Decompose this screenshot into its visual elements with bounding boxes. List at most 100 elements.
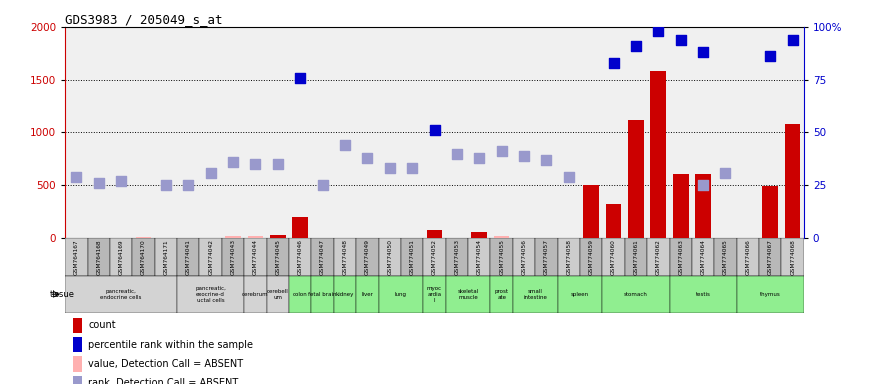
Text: tissue: tissue <box>50 290 75 299</box>
Point <box>428 127 441 134</box>
Bar <box>155 238 177 276</box>
Text: GSM774049: GSM774049 <box>365 239 370 275</box>
Bar <box>88 238 110 276</box>
Text: GSM774063: GSM774063 <box>678 239 683 275</box>
Point <box>361 155 375 161</box>
Point <box>607 60 620 66</box>
Point <box>226 159 240 165</box>
Text: GDS3983 / 205049_s_at: GDS3983 / 205049_s_at <box>65 13 222 26</box>
Bar <box>292 217 308 238</box>
Point <box>652 28 666 34</box>
Bar <box>311 238 334 276</box>
Text: GSM764167: GSM764167 <box>74 239 79 275</box>
Bar <box>628 120 644 238</box>
Bar <box>244 276 267 313</box>
Text: pancreatic,
endocrine cells: pancreatic, endocrine cells <box>101 289 142 300</box>
Text: rank, Detection Call = ABSENT: rank, Detection Call = ABSENT <box>88 378 238 384</box>
Text: GSM774048: GSM774048 <box>342 239 348 275</box>
Point <box>315 182 329 188</box>
Text: GSM774041: GSM774041 <box>186 239 191 275</box>
Bar <box>759 238 781 276</box>
Bar <box>72 318 83 333</box>
Point <box>114 178 128 184</box>
Text: GSM774052: GSM774052 <box>432 239 437 275</box>
Bar <box>606 204 621 238</box>
Bar <box>379 276 423 313</box>
Bar <box>65 276 177 313</box>
Text: GSM774042: GSM774042 <box>209 239 213 275</box>
Bar <box>625 238 647 276</box>
Bar <box>177 276 244 313</box>
Text: count: count <box>88 320 116 330</box>
Text: myoc
ardia
l: myoc ardia l <box>427 286 442 303</box>
Bar <box>695 174 711 238</box>
Bar <box>177 238 200 276</box>
Point <box>719 170 733 176</box>
Bar <box>200 238 222 276</box>
Text: GSM774059: GSM774059 <box>588 239 594 275</box>
Bar <box>225 237 241 238</box>
Text: GSM774056: GSM774056 <box>521 239 527 275</box>
Bar <box>468 238 490 276</box>
Point <box>494 149 508 155</box>
Bar <box>580 238 602 276</box>
Text: GSM774053: GSM774053 <box>454 239 460 275</box>
Bar <box>379 238 401 276</box>
Bar <box>494 237 509 238</box>
Bar <box>535 238 558 276</box>
Point <box>338 142 352 148</box>
Bar <box>651 71 667 238</box>
Bar <box>602 276 669 313</box>
Bar <box>673 174 688 238</box>
Bar <box>513 238 535 276</box>
Text: spleen: spleen <box>571 292 589 297</box>
Bar <box>110 238 132 276</box>
Bar <box>446 276 490 313</box>
Bar <box>471 232 488 238</box>
Bar <box>222 238 244 276</box>
Bar <box>737 238 759 276</box>
Text: GSM774065: GSM774065 <box>723 239 728 275</box>
Bar <box>289 276 311 313</box>
Bar <box>267 238 289 276</box>
Text: testis: testis <box>696 292 711 297</box>
Bar <box>692 238 714 276</box>
Text: GSM774045: GSM774045 <box>275 239 281 275</box>
Bar <box>781 238 804 276</box>
Text: GSM774050: GSM774050 <box>388 239 392 275</box>
Bar <box>72 356 83 372</box>
Point <box>450 151 464 157</box>
Bar <box>558 276 602 313</box>
Bar <box>132 238 155 276</box>
Bar <box>583 185 599 238</box>
Text: skeletal
muscle: skeletal muscle <box>457 289 479 300</box>
Text: GSM774066: GSM774066 <box>746 239 750 275</box>
Point <box>786 36 799 43</box>
Text: lung: lung <box>395 292 407 297</box>
Point <box>271 161 285 167</box>
Text: percentile rank within the sample: percentile rank within the sample <box>88 339 253 349</box>
Bar <box>334 276 356 313</box>
Bar <box>669 238 692 276</box>
Text: GSM774068: GSM774068 <box>790 239 795 275</box>
Point <box>540 157 554 163</box>
Text: stomach: stomach <box>624 292 648 297</box>
Text: colon: colon <box>293 292 308 297</box>
Bar <box>423 238 446 276</box>
Point <box>696 49 710 55</box>
Bar <box>490 238 513 276</box>
Point <box>562 174 576 180</box>
Text: GSM774054: GSM774054 <box>477 239 481 275</box>
Point <box>517 152 531 159</box>
Point <box>673 36 687 43</box>
Text: GSM764170: GSM764170 <box>141 239 146 275</box>
Bar <box>602 238 625 276</box>
Bar <box>558 238 580 276</box>
Text: small
intestine: small intestine <box>523 289 547 300</box>
Point <box>159 182 173 188</box>
Bar <box>423 276 446 313</box>
Bar <box>267 276 289 313</box>
Point <box>696 182 710 188</box>
Text: GSM774062: GSM774062 <box>656 239 660 275</box>
Point <box>763 53 777 60</box>
